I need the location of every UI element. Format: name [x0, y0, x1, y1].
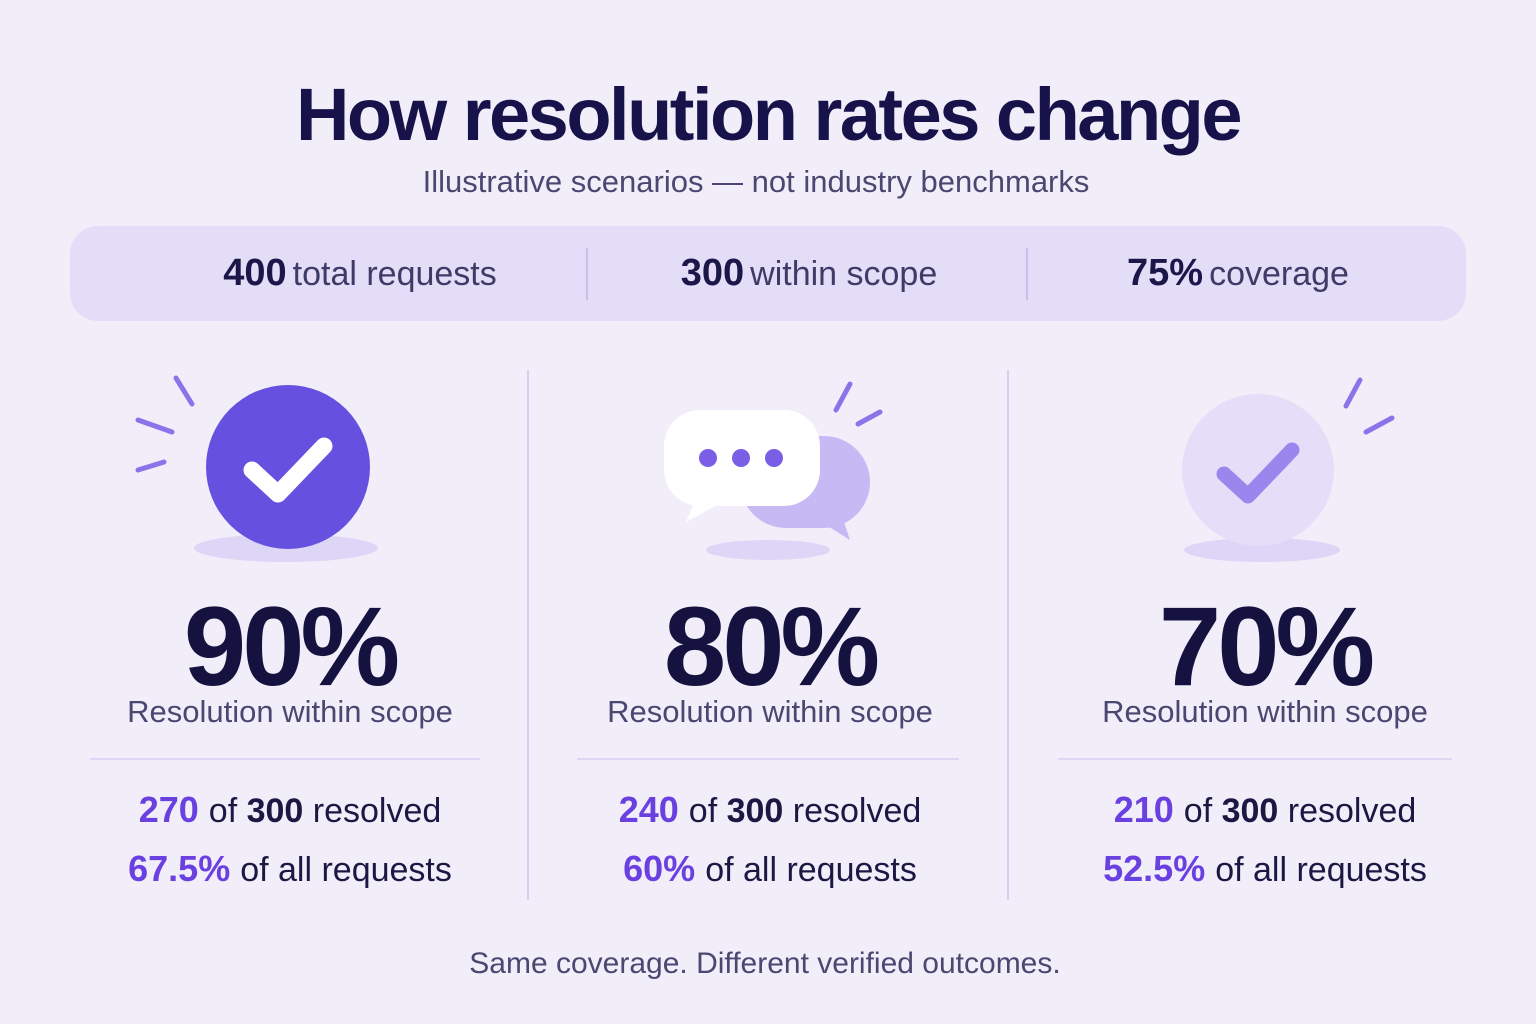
share-text: of all requests [240, 851, 452, 889]
stat-label: total requests [292, 255, 497, 293]
stat-value: 400 [223, 252, 287, 294]
resolved-text: resolved [792, 792, 922, 830]
divider-line [1058, 758, 1452, 760]
resolved-count-line: 210 of 300 resolved [1040, 788, 1490, 833]
share-line: 60% of all requests [545, 847, 995, 892]
footer-note: Same coverage. Different verified outcom… [469, 947, 1061, 980]
stat-coverage: 75% coverage [1030, 226, 1446, 321]
share-line: 67.5% of all requests [70, 847, 510, 892]
faded-check-circle-icon [1182, 377, 1395, 562]
resolved-total: 300 [246, 792, 304, 830]
resolved-count-line: 270 of 300 resolved [70, 788, 510, 833]
summary-stats-bar: 400 total requests 300 within scope 75% cov… [70, 226, 1466, 321]
stat-value: 300 [680, 252, 745, 294]
share-line: 52.5% of all requests [1040, 847, 1490, 892]
stat-value: 75% [1127, 252, 1204, 294]
page-title: How resolution rates change [295, 73, 1243, 156]
resolution-caption: Resolution within scope [127, 694, 453, 729]
stat-total-requests: 400 total requests [140, 226, 580, 321]
resolution-percent: 90% [183, 584, 400, 709]
share-percent: 52.5% [1103, 848, 1206, 889]
share-percent: 60% [623, 848, 696, 889]
scenario-card-70: 70% Resolution within scope 210 of 300 re… [1040, 0, 1490, 1024]
resolved-text: resolved [312, 792, 442, 830]
resolved-count: 270 [138, 789, 199, 830]
share-text: of all requests [705, 851, 917, 889]
chat-bubbles-icon [664, 381, 883, 560]
share-text: of all requests [1215, 851, 1427, 889]
divider-line [577, 758, 959, 760]
column-divider [1007, 370, 1009, 900]
resolved-count: 210 [1113, 789, 1174, 830]
stat-label: within scope [750, 255, 938, 293]
resolution-caption: Resolution within scope [607, 694, 933, 729]
stat-within-scope: 300 within scope [590, 226, 1028, 321]
scenario-card-90: 90% Resolution within scope 270 of 300 re… [70, 0, 510, 1024]
resolution-caption: Resolution within scope [1102, 694, 1428, 729]
resolved-count-line: 240 of 300 resolved [545, 788, 995, 833]
resolved-of-text: of [688, 792, 718, 830]
divider-line [90, 758, 480, 760]
resolution-percent: 80% [663, 584, 880, 709]
resolved-count: 240 [618, 789, 679, 830]
resolution-percent: 70% [1158, 584, 1375, 709]
share-percent: 67.5% [128, 848, 231, 889]
check-circle-icon [135, 375, 378, 562]
stat-divider [1026, 248, 1028, 300]
resolved-total: 300 [1221, 792, 1279, 830]
resolved-of-text: of [208, 792, 238, 830]
resolved-text: resolved [1287, 792, 1417, 830]
stat-divider [586, 248, 588, 300]
stat-label: coverage [1209, 255, 1349, 293]
resolved-total: 300 [726, 792, 784, 830]
resolved-of-text: of [1183, 792, 1213, 830]
page-subtitle: Illustrative scenarios — not industry be… [422, 164, 1090, 199]
scenario-card-80: 80% Resolution within scope 240 of 300 re… [545, 0, 995, 1024]
column-divider [527, 370, 529, 900]
